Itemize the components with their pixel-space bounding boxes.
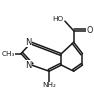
Text: HO: HO <box>52 16 63 22</box>
Text: N: N <box>25 38 31 47</box>
Text: NH₂: NH₂ <box>42 82 56 88</box>
Text: N: N <box>25 61 31 70</box>
Text: NH₂: NH₂ <box>42 82 56 88</box>
Text: O: O <box>86 26 93 35</box>
Text: CH₃: CH₃ <box>1 51 14 57</box>
Text: N: N <box>25 38 31 47</box>
Text: CH₃: CH₃ <box>1 51 14 57</box>
Text: O: O <box>86 26 93 35</box>
Text: HO: HO <box>52 16 63 22</box>
Text: N: N <box>25 61 31 70</box>
